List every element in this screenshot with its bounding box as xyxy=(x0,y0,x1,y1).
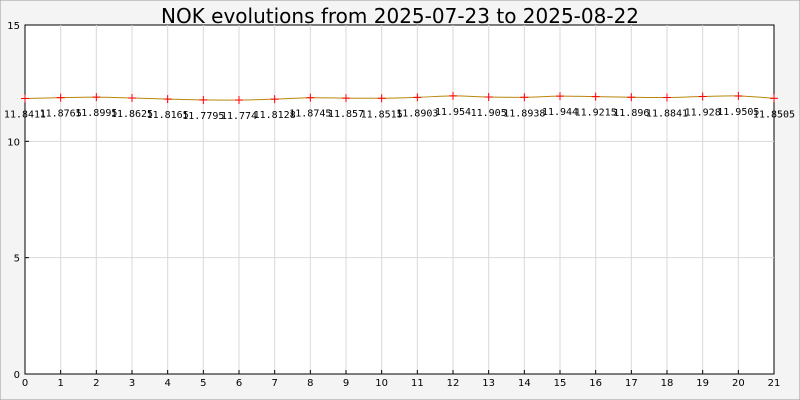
x-tick-label: 7 xyxy=(271,378,277,389)
x-tick-label: 0 xyxy=(22,378,28,389)
plot-area xyxy=(24,24,775,375)
x-tick-label: 15 xyxy=(554,378,567,389)
x-tick-label: 11 xyxy=(411,378,424,389)
data-label: 11.8938 xyxy=(503,108,545,119)
data-point-marker xyxy=(56,93,65,102)
x-tick-label: 5 xyxy=(200,378,206,389)
data-label: 11.896 xyxy=(613,108,649,119)
data-label: 11.8165 xyxy=(147,110,189,121)
data-label: 11.7795 xyxy=(182,111,224,122)
data-label: 11.944 xyxy=(542,107,578,118)
data-point-marker xyxy=(770,94,778,103)
data-markers xyxy=(21,91,778,105)
data-point-marker xyxy=(128,93,136,102)
data-label: 11.9505 xyxy=(717,107,759,118)
data-label: 11.8515 xyxy=(361,109,403,120)
data-point-marker xyxy=(484,93,493,102)
x-tick-label: 6 xyxy=(236,378,242,389)
x-tick-label: 21 xyxy=(768,378,781,389)
data-point-marker xyxy=(270,95,279,104)
x-tick-label: 3 xyxy=(129,378,135,389)
data-point-marker xyxy=(591,92,600,101)
data-label: 11.857 xyxy=(328,109,364,120)
series-line xyxy=(24,95,775,101)
data-label: 11.8128 xyxy=(254,110,296,121)
data-point-marker xyxy=(92,93,101,102)
data-label: 11.8995 xyxy=(75,108,117,119)
x-tick-label: 1 xyxy=(57,378,63,389)
y-tick-label: 0 xyxy=(14,370,20,381)
data-label: 11.905 xyxy=(471,108,507,119)
x-tick-label: 8 xyxy=(307,378,313,389)
data-label: 11.8841 xyxy=(646,108,688,119)
x-tick-label: 18 xyxy=(661,378,674,389)
x-tick-label: 2 xyxy=(93,378,99,389)
data-point-marker xyxy=(520,93,529,102)
x-tick-label: 9 xyxy=(343,378,349,389)
data-point-marker xyxy=(163,95,172,104)
x-tick-label: 14 xyxy=(518,378,531,389)
data-point-marker xyxy=(199,95,208,104)
data-label: 11.8505 xyxy=(753,109,795,120)
data-label: 11.8903 xyxy=(396,108,438,119)
series-nok xyxy=(24,95,775,101)
data-label: 11.9215 xyxy=(575,108,617,119)
y-axis-ticks: 0 5 10 15 xyxy=(7,21,29,381)
x-tick-label: 13 xyxy=(482,378,495,389)
data-point-marker xyxy=(306,93,315,102)
x-tick-label: 10 xyxy=(375,378,388,389)
data-label: 11.8411 xyxy=(4,109,46,120)
y-tick-label: 10 xyxy=(7,137,20,148)
grid-lines xyxy=(25,25,774,374)
y-tick-label: 15 xyxy=(7,21,20,32)
x-tick-label: 16 xyxy=(589,378,602,389)
data-point-marker xyxy=(413,93,422,102)
data-point-marker xyxy=(235,96,243,105)
data-point-marker xyxy=(698,92,707,101)
x-tick-label: 12 xyxy=(447,378,460,389)
x-axis-ticks: 0 1 2 3 4 5 6 7 8 9 10 11 12 13 14 15 16 17 18 19 20 21 xyxy=(22,370,781,389)
data-label: 11.8745 xyxy=(289,109,331,120)
data-point-marker xyxy=(377,94,386,103)
x-tick-label: 17 xyxy=(625,378,638,389)
data-label: 11.928 xyxy=(685,107,721,118)
x-tick-label: 4 xyxy=(164,378,170,389)
data-point-marker xyxy=(342,94,350,103)
data-label: 11.8765 xyxy=(40,109,82,120)
data-point-marker xyxy=(734,91,743,100)
x-tick-label: 19 xyxy=(696,378,709,389)
data-point-marker xyxy=(21,94,29,103)
x-tick-label: 20 xyxy=(732,378,745,389)
data-label: 11.8625 xyxy=(111,109,153,120)
data-labels: 11.841111.876511.899511.862511.816511.77… xyxy=(4,107,795,122)
data-point-marker xyxy=(663,93,671,102)
y-tick-label: 5 xyxy=(14,254,20,265)
data-label: 11.774 xyxy=(221,111,257,122)
data-point-marker xyxy=(627,93,636,102)
data-point-marker xyxy=(449,91,457,100)
data-point-marker xyxy=(556,92,564,101)
chart-title: NOK evolutions from 2025-07-23 to 2025-0… xyxy=(161,4,639,28)
data-label: 11.954 xyxy=(435,107,471,118)
